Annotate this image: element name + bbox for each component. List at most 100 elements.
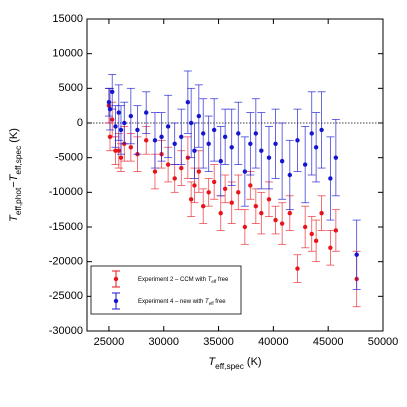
point <box>259 148 264 153</box>
point <box>218 210 223 216</box>
y-tick-label: 15000 <box>52 13 83 25</box>
point <box>279 158 285 164</box>
point <box>144 138 149 143</box>
point <box>222 134 228 140</box>
point <box>229 145 234 150</box>
label-part: T <box>208 277 213 283</box>
point <box>211 179 217 185</box>
legend-label: Experiment 4 – new with Teff free <box>138 299 226 306</box>
y-axis-label: Teff,phot−Teff,spec (K) <box>8 128 23 222</box>
legend-label: Experiment 2 – CCM with Teff free <box>138 277 229 284</box>
legend: Experiment 2 – CCM with Teff free Experim… <box>90 265 242 315</box>
point <box>309 231 314 237</box>
point <box>165 124 171 129</box>
point <box>273 141 278 146</box>
point <box>185 100 191 105</box>
x-tick-label: 40000 <box>258 336 289 348</box>
point <box>309 131 314 136</box>
y-tick-label: -25000 <box>49 290 83 302</box>
point <box>236 131 241 136</box>
label-part: T <box>8 173 20 181</box>
point <box>106 100 112 105</box>
x-axis-label: Teff,spec (K) <box>208 356 261 371</box>
point <box>113 124 118 129</box>
label-part: free <box>216 277 229 283</box>
point <box>222 186 228 192</box>
point <box>253 131 259 136</box>
label-part: − <box>8 181 20 187</box>
y-tick-label: -30000 <box>49 325 83 337</box>
point <box>179 165 184 171</box>
point <box>118 155 124 160</box>
legend-box <box>90 265 242 315</box>
legend-symbol <box>113 298 119 304</box>
point <box>328 245 333 250</box>
point <box>319 127 324 133</box>
point <box>201 204 206 209</box>
point <box>266 197 272 202</box>
x-tick-label: 45000 <box>313 336 344 348</box>
point <box>295 138 300 143</box>
point <box>152 138 158 143</box>
point <box>248 183 253 188</box>
y-tick-label: -20000 <box>49 256 83 268</box>
label-part: (K) <box>244 356 262 368</box>
point <box>287 210 293 216</box>
x-tick-label: 35000 <box>203 336 234 348</box>
point <box>196 113 202 119</box>
point <box>266 155 272 160</box>
point <box>218 158 223 164</box>
x-tick-label: 25000 <box>94 336 125 348</box>
y-tick-label: -10000 <box>49 186 83 198</box>
plot-frame <box>86 18 384 332</box>
point <box>116 110 121 115</box>
x-tick-label: 30000 <box>148 336 179 348</box>
point <box>144 110 149 115</box>
label-part: T <box>205 299 210 305</box>
point <box>295 266 300 271</box>
y-tick-label: -5000 <box>55 152 83 164</box>
point <box>201 131 206 136</box>
point <box>259 210 264 216</box>
point <box>188 197 194 202</box>
legend-symbol <box>113 276 119 282</box>
point <box>279 221 285 226</box>
point <box>354 252 359 257</box>
label-part: (K) <box>8 128 20 146</box>
point <box>116 148 121 153</box>
point <box>242 169 248 174</box>
y-tick-label: -15000 <box>49 221 83 233</box>
point <box>159 134 164 140</box>
point <box>118 127 124 133</box>
label-part: eff <box>211 279 217 284</box>
label-part: eff,spec <box>14 146 23 175</box>
point <box>206 190 211 195</box>
point <box>206 141 211 146</box>
label-part: T <box>8 214 20 222</box>
label-part: T <box>208 356 216 368</box>
label-part: eff <box>209 301 215 306</box>
point <box>110 89 115 95</box>
point <box>313 145 319 150</box>
point <box>135 127 140 133</box>
point <box>172 176 177 181</box>
point <box>179 134 184 140</box>
point <box>229 200 234 205</box>
point <box>128 113 134 119</box>
point <box>333 155 339 160</box>
point <box>287 172 293 178</box>
point <box>333 228 339 233</box>
point <box>152 169 158 174</box>
point <box>165 162 171 167</box>
label-part: Experiment 4 – new with <box>138 299 205 305</box>
point <box>319 210 324 216</box>
point <box>302 224 308 230</box>
point <box>248 141 253 146</box>
point <box>328 176 333 181</box>
point <box>192 183 197 188</box>
point <box>113 148 118 153</box>
point <box>172 141 177 146</box>
point <box>273 217 278 223</box>
point <box>236 190 241 195</box>
